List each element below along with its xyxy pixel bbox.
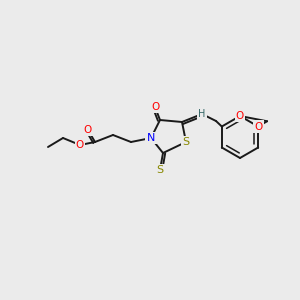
Text: O: O: [236, 111, 244, 121]
Text: O: O: [254, 122, 262, 131]
Text: O: O: [151, 102, 159, 112]
Text: H: H: [198, 109, 206, 119]
Text: S: S: [156, 165, 164, 175]
Text: O: O: [76, 140, 84, 150]
Text: S: S: [182, 137, 190, 147]
Text: O: O: [84, 125, 92, 135]
Text: N: N: [147, 133, 155, 143]
